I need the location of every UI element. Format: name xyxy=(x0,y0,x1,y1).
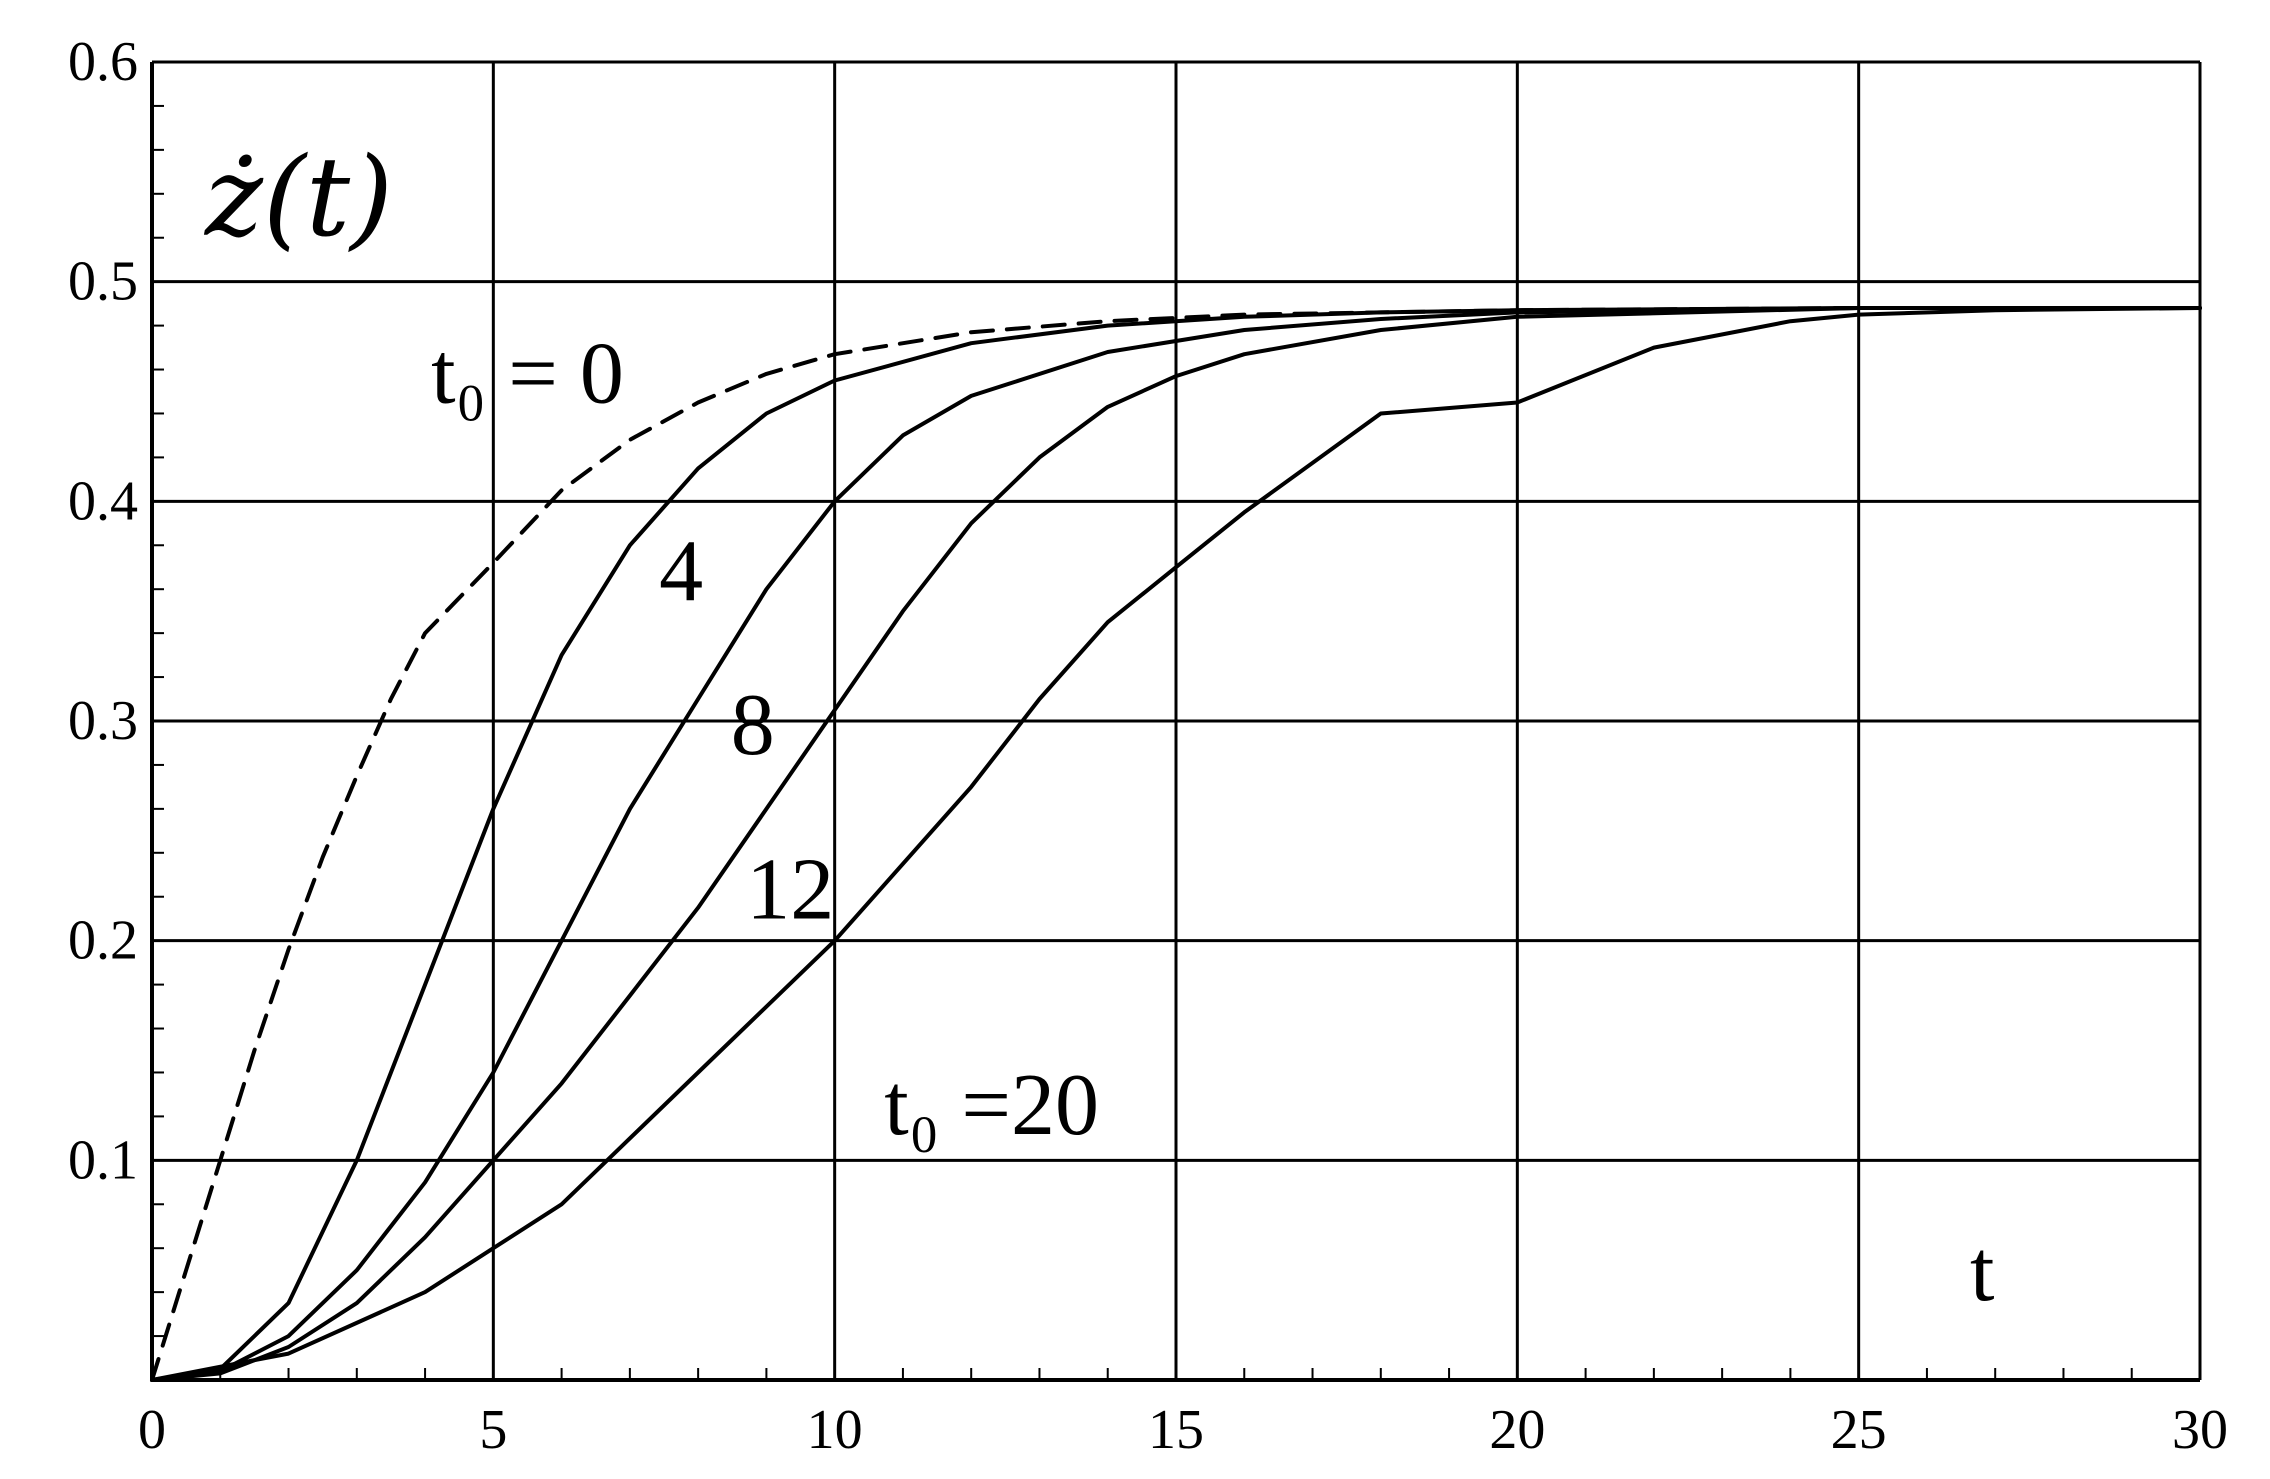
curve-annotation: 8 xyxy=(731,677,775,774)
series-line xyxy=(150,306,2202,1382)
y-axis-label: ż(t) xyxy=(203,133,393,261)
x-tick-label: 20 xyxy=(1489,1399,1545,1461)
x-tick-label: 5 xyxy=(479,1399,507,1461)
x-tick-label: 30 xyxy=(2172,1399,2228,1461)
grid-lines xyxy=(152,60,2202,1380)
series-lines xyxy=(150,306,2202,1382)
x-tick-label: 15 xyxy=(1148,1399,1204,1461)
curve-annotation: t₀ = 0 xyxy=(431,325,624,422)
curve-annotation: 12 xyxy=(746,842,834,939)
minor-ticks xyxy=(152,104,2133,1380)
y-axis-label-background xyxy=(185,100,470,280)
axes xyxy=(150,62,2200,1382)
x-tick-label: 10 xyxy=(807,1399,863,1461)
series-line xyxy=(150,306,2202,1382)
series-line xyxy=(150,306,2202,1382)
y-tick-label: 0.2 xyxy=(68,910,138,972)
curve-annotation: t₀ =20 xyxy=(884,1057,1099,1154)
x-tick-label: 0 xyxy=(138,1399,166,1461)
y-tick-label: 0.1 xyxy=(68,1129,138,1191)
x-tick-label: 25 xyxy=(1831,1399,1887,1461)
series-line xyxy=(150,306,2202,1382)
y-tick-label: 0.3 xyxy=(68,690,138,752)
y-tick-label: 0.5 xyxy=(68,251,138,313)
y-tick-label: 0.6 xyxy=(68,31,138,93)
x-axis-label: t xyxy=(1970,1223,1994,1320)
curve-annotation: 4 xyxy=(659,523,703,620)
curve-annotations: t₀ = 0 48 12 t₀ =20 xyxy=(431,325,1099,1153)
tick-labels: 0 5 10 15 20 25 30 0.1 0.2 0.3 0.4 0.5 0.6 xyxy=(68,31,2228,1461)
y-tick-label: 0.4 xyxy=(68,470,138,532)
